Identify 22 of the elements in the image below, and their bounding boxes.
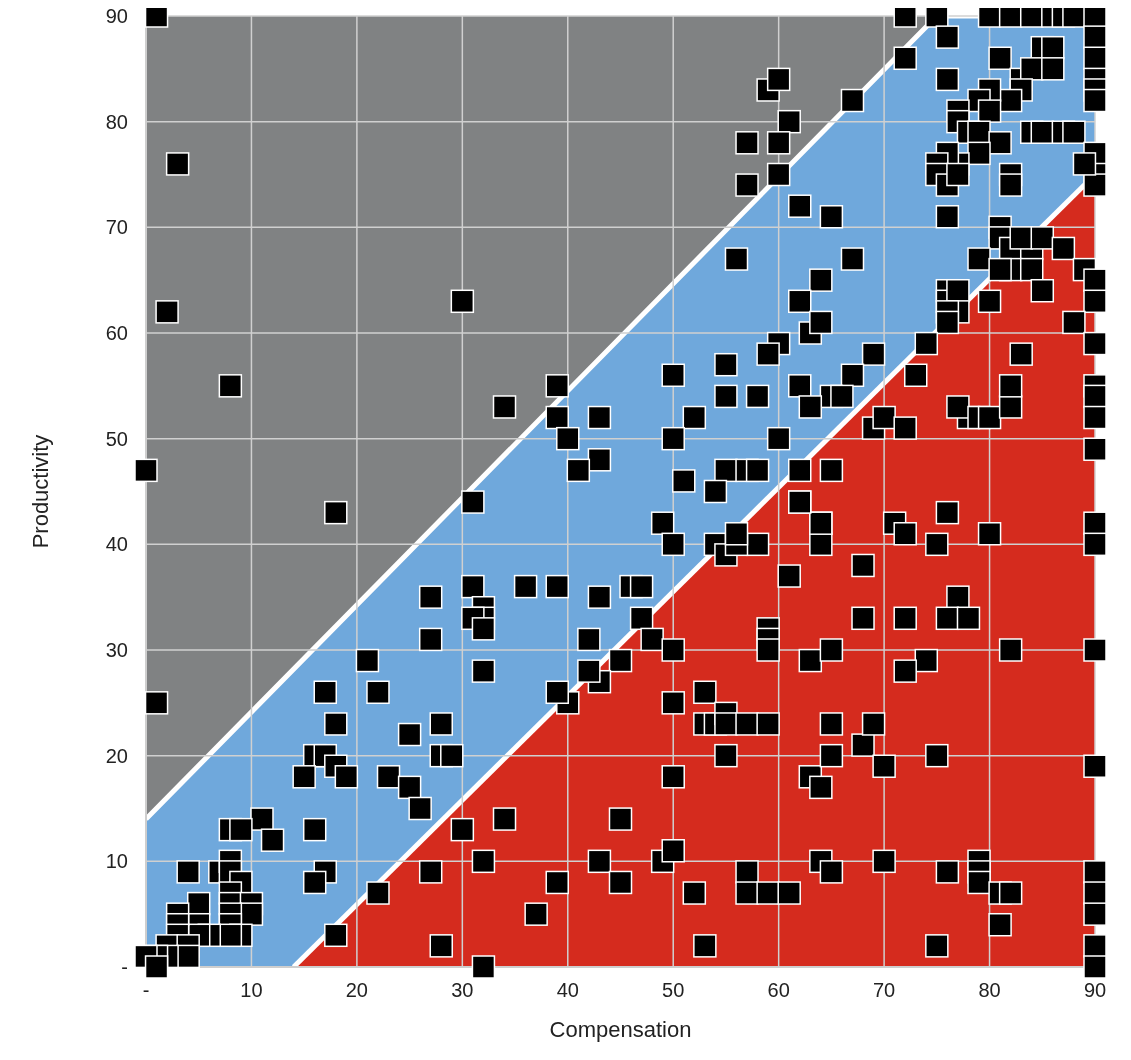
x-tick-label: - bbox=[142, 979, 150, 1002]
y-tick-label: 40 bbox=[105, 533, 128, 556]
y-tick-label: 10 bbox=[105, 850, 128, 873]
y-axis-title: Productivity bbox=[27, 434, 53, 549]
y-tick-label: 80 bbox=[105, 110, 128, 133]
x-axis-title: Compensation bbox=[549, 1017, 692, 1042]
x-tick-label: 50 bbox=[662, 979, 685, 1002]
y-tick-label: 30 bbox=[105, 639, 128, 662]
x-tick-label: 30 bbox=[451, 979, 474, 1002]
x-tick-label: 70 bbox=[872, 979, 896, 1002]
y-tick-label: 60 bbox=[105, 322, 128, 345]
y-tick-label: 50 bbox=[105, 427, 128, 450]
x-tick-label: 80 bbox=[978, 979, 1001, 1002]
y-tick-label: 20 bbox=[105, 744, 128, 767]
y-tick-label: - bbox=[121, 956, 128, 979]
x-tick-label: 40 bbox=[556, 979, 579, 1002]
y-tick-label: 90 bbox=[105, 5, 128, 28]
x-tick-label: 60 bbox=[767, 979, 790, 1002]
y-tick-label: 70 bbox=[105, 216, 128, 239]
x-tick-label: 20 bbox=[345, 979, 369, 1002]
x-tick-label: 10 bbox=[240, 979, 263, 1002]
x-tick-label: 90 bbox=[1083, 979, 1107, 1002]
